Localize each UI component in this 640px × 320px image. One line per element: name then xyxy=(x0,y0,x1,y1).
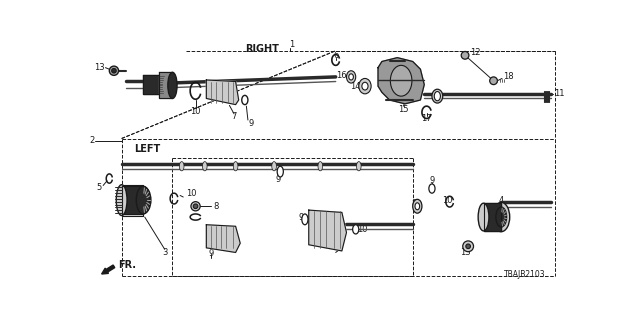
Text: 10: 10 xyxy=(186,189,196,198)
Ellipse shape xyxy=(359,78,371,94)
Ellipse shape xyxy=(432,89,443,103)
Circle shape xyxy=(109,66,118,76)
Text: 14: 14 xyxy=(349,82,360,91)
Text: 9: 9 xyxy=(209,250,214,259)
Circle shape xyxy=(461,52,469,59)
FancyArrow shape xyxy=(102,265,115,274)
Text: 6: 6 xyxy=(333,51,339,60)
Polygon shape xyxy=(159,72,172,99)
Text: 18: 18 xyxy=(504,72,514,81)
Ellipse shape xyxy=(353,225,359,234)
Circle shape xyxy=(111,68,116,73)
Ellipse shape xyxy=(136,186,150,214)
Text: 15: 15 xyxy=(398,105,409,114)
Ellipse shape xyxy=(116,185,127,215)
Ellipse shape xyxy=(136,187,151,213)
Ellipse shape xyxy=(179,162,184,171)
Ellipse shape xyxy=(435,92,440,101)
Text: 11: 11 xyxy=(554,89,565,98)
Text: 17: 17 xyxy=(421,114,432,123)
Ellipse shape xyxy=(318,162,323,171)
Ellipse shape xyxy=(234,162,238,171)
Polygon shape xyxy=(484,203,501,231)
Ellipse shape xyxy=(242,95,248,105)
Ellipse shape xyxy=(168,72,177,99)
Ellipse shape xyxy=(202,162,207,171)
Ellipse shape xyxy=(272,162,276,171)
Text: 9: 9 xyxy=(248,119,253,128)
Text: 7: 7 xyxy=(339,240,344,249)
Ellipse shape xyxy=(478,203,489,231)
Ellipse shape xyxy=(356,162,361,171)
Text: 3: 3 xyxy=(162,248,168,257)
Text: 9: 9 xyxy=(275,175,280,184)
Text: 8: 8 xyxy=(214,202,219,211)
Text: TBAJB2103: TBAJB2103 xyxy=(504,269,545,278)
Polygon shape xyxy=(378,58,424,104)
Text: 5: 5 xyxy=(96,183,101,192)
Text: LEFT: LEFT xyxy=(134,143,160,154)
Text: 9: 9 xyxy=(429,176,435,185)
Circle shape xyxy=(191,202,200,211)
Text: 13: 13 xyxy=(94,63,104,72)
Text: 2: 2 xyxy=(90,136,95,145)
Circle shape xyxy=(490,77,497,84)
Ellipse shape xyxy=(362,82,368,90)
Polygon shape xyxy=(308,210,346,251)
Ellipse shape xyxy=(349,74,353,80)
Text: 10: 10 xyxy=(190,107,201,116)
Text: 8: 8 xyxy=(412,199,417,208)
Circle shape xyxy=(463,241,474,252)
Text: FR.: FR. xyxy=(118,260,136,270)
Text: RIGHT: RIGHT xyxy=(246,44,280,54)
Ellipse shape xyxy=(390,65,412,96)
Text: 13: 13 xyxy=(460,248,470,257)
Circle shape xyxy=(466,244,470,249)
Polygon shape xyxy=(143,75,159,94)
Text: 4: 4 xyxy=(499,196,504,204)
Ellipse shape xyxy=(413,199,422,213)
Polygon shape xyxy=(206,225,240,252)
Text: 10: 10 xyxy=(357,225,368,234)
Circle shape xyxy=(193,204,198,209)
Ellipse shape xyxy=(302,214,308,225)
Text: 12: 12 xyxy=(470,48,480,57)
Text: 1: 1 xyxy=(289,40,295,49)
Text: 7: 7 xyxy=(232,112,237,121)
Text: 10: 10 xyxy=(442,196,452,204)
Polygon shape xyxy=(206,80,239,105)
Polygon shape xyxy=(122,186,143,214)
Text: 16: 16 xyxy=(337,71,347,80)
Ellipse shape xyxy=(496,207,507,227)
Ellipse shape xyxy=(346,71,356,83)
Ellipse shape xyxy=(277,166,284,177)
Polygon shape xyxy=(122,185,143,215)
Ellipse shape xyxy=(415,203,420,210)
Ellipse shape xyxy=(429,184,435,193)
Ellipse shape xyxy=(493,203,509,232)
Text: 9: 9 xyxy=(298,212,303,221)
